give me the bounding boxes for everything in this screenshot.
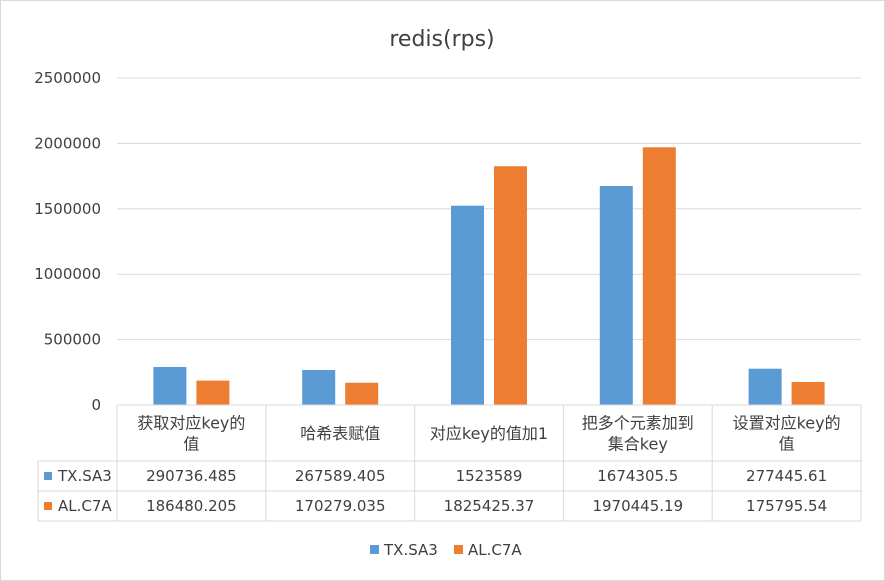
data-label: 290736.485 [146,467,237,485]
bars [153,147,825,406]
table-legend-key [44,502,52,510]
category-label: 哈希表赋值 [300,424,380,443]
category-label: 把多个元素加到集合key [582,414,694,454]
legend-swatch [370,545,379,554]
legend-label: AL.C7A [468,541,522,559]
bar-AL.C7A-3 [642,147,676,406]
y-tick-label: 0 [91,396,101,414]
bar-TX.SA3-2 [451,205,484,405]
category-label: 设置对应key的值 [733,414,841,454]
data-label: 175795.54 [746,497,827,515]
y-tick-label: 1500000 [34,200,101,218]
bar-TX.SA3-1 [302,369,336,405]
data-label: 186480.205 [146,497,237,515]
y-tick-label: 1000000 [34,265,101,283]
bar-AL.C7A-1 [345,382,379,405]
data-label: 267589.405 [295,467,386,485]
bar-TX.SA3-3 [599,186,633,405]
data-label: 1523589 [456,467,523,485]
y-tick-label: 2500000 [34,69,101,87]
gridlines [117,77,861,341]
legend: TX.SA3 AL.C7A [370,541,522,559]
bar-TX.SA3-4 [748,368,782,405]
y-tick-label: 500000 [44,331,101,349]
bar-AL.C7A-0 [196,380,230,405]
data-label: 1825425.37 [444,497,535,515]
series-name: AL.C7A [58,497,112,515]
legend-swatch [454,545,463,554]
bar-AL.C7A-2 [494,166,527,405]
legend-label: TX.SA3 [383,541,438,559]
table-legend-key [44,472,52,480]
category-label: 对应key的值加1 [430,424,548,443]
bar-TX.SA3-0 [153,366,187,405]
data-label: 1674305.5 [597,467,678,485]
data-label: 277445.61 [746,467,827,485]
y-tick-label: 2000000 [34,134,101,152]
series-name: TX.SA3 [57,467,112,485]
category-label: 获取对应key的值 [137,414,245,454]
chart-title: redis(rps) [389,27,494,52]
data-label: 170279.035 [295,497,386,515]
data-table: 获取对应key的值 哈希表赋值 对应key的值加1 把多个元素加到集合key 设置对应k… [37,404,862,522]
bar-AL.C7A-4 [791,382,825,405]
data-label: 1970445.19 [592,497,683,515]
y-axis: 0 500000 1000000 1500000 2000000 2500000 [34,69,101,414]
